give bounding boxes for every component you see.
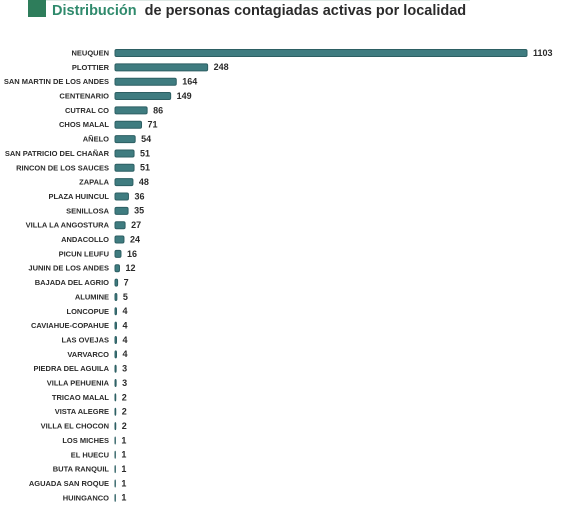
value-label: 1: [121, 435, 126, 445]
value-label: 2: [122, 407, 127, 417]
value-label: 4: [122, 306, 127, 316]
value-label: 3: [122, 364, 127, 374]
value-label: 12: [125, 263, 135, 273]
category-label: BAJADA DEL AGRIO: [35, 278, 109, 287]
value-label: 86: [153, 105, 163, 115]
value-label: 5: [123, 292, 128, 302]
category-label: ANDACOLLO: [61, 235, 109, 244]
value-label: 7: [124, 277, 129, 287]
title-rest: de personas contagiadas activas por loca…: [145, 3, 467, 19]
bar: [114, 307, 117, 316]
value-label: 248: [214, 62, 229, 72]
category-label: SENILLOSA: [66, 206, 110, 215]
bar: [114, 264, 120, 273]
value-label: 1: [121, 478, 126, 488]
category-label: CHOS MALAL: [59, 120, 109, 129]
value-label: 24: [130, 234, 140, 244]
bar: [114, 63, 209, 72]
bar: [114, 178, 134, 187]
bar: [114, 106, 148, 115]
bar: [114, 206, 129, 215]
category-label: ALUMINE: [75, 292, 109, 301]
bar: [114, 407, 117, 416]
bar: [114, 422, 117, 431]
category-label: LAS OVEJAS: [61, 335, 109, 344]
category-label: TRICAO MALAL: [52, 393, 109, 402]
category-label: EL HUECU: [71, 450, 109, 459]
value-label: 4: [122, 349, 127, 359]
category-label: CAVIAHUE-COPAHUE: [31, 321, 109, 330]
category-label: VISTA ALEGRE: [55, 407, 109, 416]
value-label: 16: [127, 249, 137, 259]
bar: [114, 77, 177, 86]
category-label: VILLA EL CHOCON: [41, 422, 109, 431]
bar: [114, 336, 117, 344]
value-label: 54: [141, 134, 151, 144]
title-accent: [28, 0, 46, 17]
bar: [114, 120, 143, 129]
value-label: 27: [131, 220, 141, 230]
category-label: PIEDRA DEL AGUILA: [33, 364, 109, 373]
bar: [114, 364, 117, 373]
category-label: AÑELO: [83, 135, 109, 144]
bar: [114, 292, 118, 301]
bar: [114, 192, 129, 201]
category-label: NEUQUEN: [71, 48, 109, 57]
value-label: 1: [121, 493, 126, 503]
value-label: 36: [134, 191, 144, 201]
value-label: 2: [122, 392, 127, 402]
category-label: AGUADA SAN ROQUE: [29, 479, 109, 488]
value-label: 1: [121, 450, 126, 460]
category-label: RINCON DE LOS SAUCES: [16, 163, 109, 172]
category-label: VILLA LA ANGOSTURA: [26, 221, 110, 230]
value-label: 1: [121, 464, 126, 474]
category-label: JUNIN DE LOS ANDES: [28, 264, 109, 273]
category-label: VARVARCO: [67, 350, 109, 359]
value-label: 3: [122, 378, 127, 388]
value-label: 51: [140, 148, 150, 158]
bar: [114, 92, 172, 101]
value-label: 71: [148, 120, 158, 130]
bar: [114, 49, 528, 57]
category-label: BUTA RANQUIL: [53, 465, 110, 474]
category-label: SAN PATRICIO DEL CHAÑAR: [5, 149, 110, 158]
category-label: SAN MARTIN DE LOS ANDES: [4, 77, 109, 86]
category-label: CENTENARIO: [59, 92, 109, 101]
bar: [114, 350, 117, 359]
category-label: PICUN LEUFU: [59, 249, 109, 258]
bar: [114, 163, 135, 172]
category-label: LOS MICHES: [62, 436, 109, 445]
bar: [114, 393, 117, 402]
bar: [114, 135, 136, 144]
bar: [114, 149, 135, 158]
category-label: ZAPALA: [79, 178, 109, 187]
bar: [114, 235, 125, 244]
value-label: 51: [140, 163, 150, 173]
bar: [114, 221, 126, 230]
category-label: HUINGANCO: [63, 493, 109, 502]
category-label: CUTRAL CO: [65, 106, 109, 115]
value-label: 48: [139, 177, 149, 187]
value-label: 2: [122, 421, 127, 431]
value-label: 35: [134, 206, 144, 216]
category-label: VILLA PEHUENIA: [47, 379, 110, 388]
bar: [114, 278, 119, 287]
category-label: PLOTTIER: [72, 63, 110, 72]
category-label: PLAZA HUINCUL: [48, 192, 109, 201]
value-label: 164: [182, 77, 197, 87]
value-label: 4: [122, 321, 127, 331]
bar: [114, 321, 117, 330]
title-highlight: Distribución: [52, 3, 137, 19]
bar: [114, 379, 117, 388]
value-label: 4: [122, 335, 127, 345]
chart-title: Distribución de personas contagiadas act…: [52, 3, 466, 19]
value-label: 149: [177, 91, 192, 101]
bar: [114, 249, 122, 258]
value-label: 1103: [533, 48, 553, 58]
category-label: LONCOPUE: [66, 307, 109, 316]
